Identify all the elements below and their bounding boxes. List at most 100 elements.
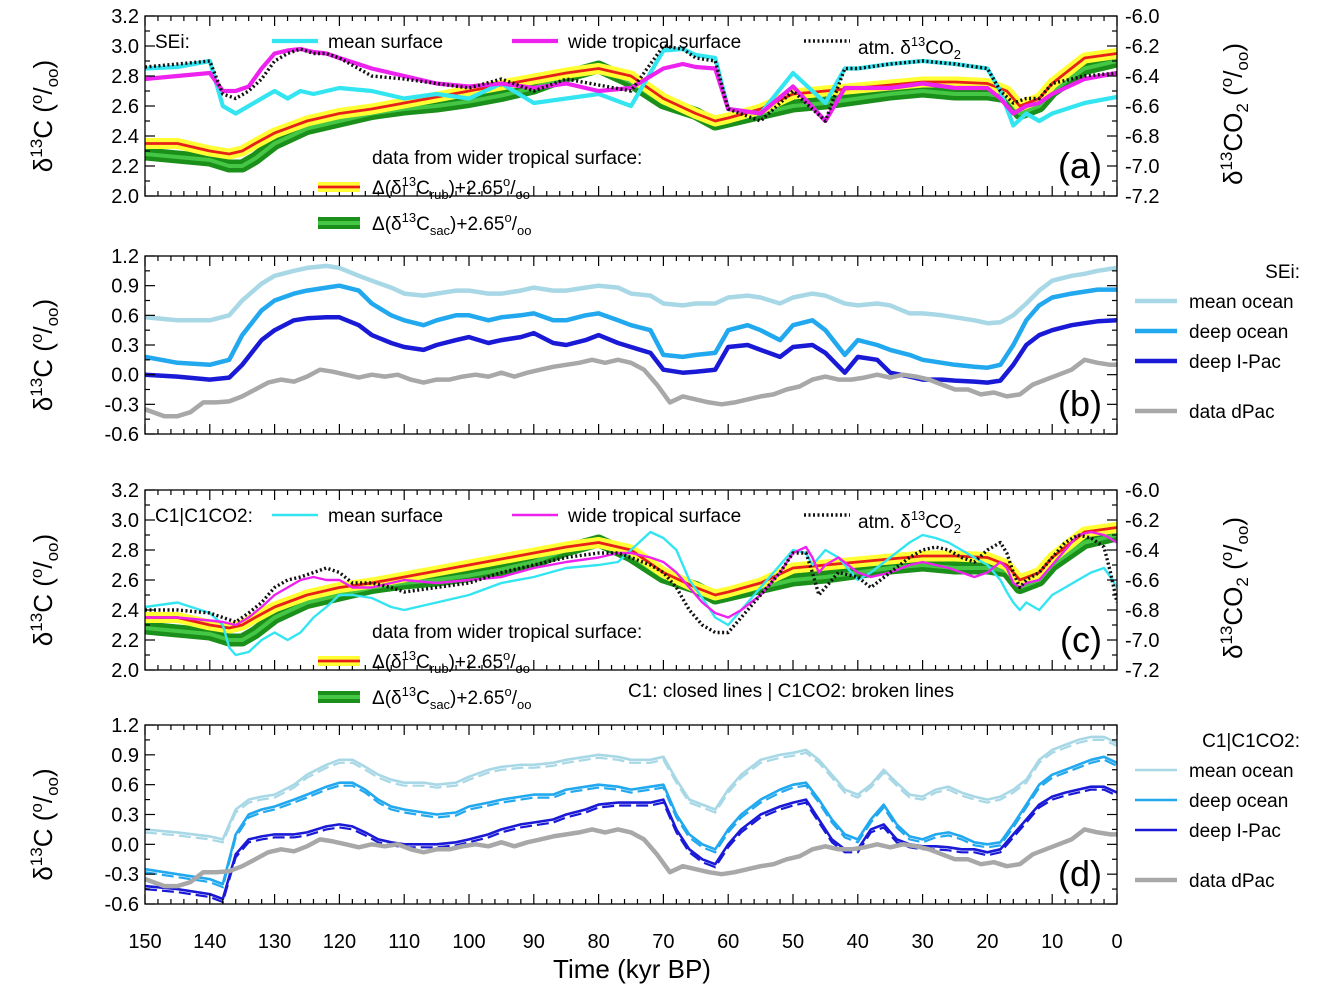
x-tick-label: 10	[1041, 931, 1063, 953]
series-data-dpac	[145, 827, 1117, 889]
x-tick-label: 20	[976, 931, 998, 953]
y2-tick-label: -6.6	[1125, 570, 1159, 592]
y-tick-label: 0.3	[111, 805, 139, 827]
y2-tick-label: -6.6	[1125, 96, 1159, 118]
series-wide-tropical-surface	[145, 530, 1117, 627]
legend-data-header: data from wider tropical surface:	[372, 622, 642, 643]
y-tick-label: -0.3	[105, 864, 139, 886]
y-tick-label: 0.0	[111, 834, 139, 856]
y2-tick-label: -6.4	[1125, 66, 1159, 88]
y2-tick-label: -6.2	[1125, 510, 1159, 532]
series-wide-tropical-surface	[145, 46, 1117, 124]
x-tick-label: 80	[587, 931, 609, 953]
legend-entry: mean ocean	[1189, 761, 1294, 782]
y2-axis-label: δ13CO2 (o/oo)	[1217, 43, 1252, 185]
legend-entry: wide tropical surface	[567, 506, 741, 527]
panel-tag: (a)	[1058, 145, 1102, 186]
legend-entry: deep I-Pac	[1189, 821, 1281, 842]
y2-tick-label: -7.2	[1125, 660, 1159, 682]
y-tick-label: 1.2	[111, 246, 139, 268]
x-tick-label: 70	[652, 931, 674, 953]
legend-group-label: C1|C1CO2:	[1202, 731, 1300, 752]
x-tick-label: 50	[782, 931, 804, 953]
y-axis-label: δ13C (o/oo)	[27, 768, 62, 880]
panel-tag: (b)	[1058, 383, 1102, 424]
legend-entry-atm: atm. δ13CO2	[858, 508, 961, 536]
series-atm-co-	[145, 44, 1117, 123]
y2-tick-label: -6.4	[1125, 540, 1159, 562]
legend-entry-rub: Δ(δ13Crub)+2.65o/oo	[372, 174, 530, 202]
y-tick-label: 2.6	[111, 570, 139, 592]
x-tick-label: 150	[128, 931, 161, 953]
series-data-dpac	[145, 357, 1117, 419]
legend-entry: deep ocean	[1189, 322, 1288, 343]
series-deep-i-pac	[145, 315, 1117, 385]
series-deep-ocean	[145, 755, 1117, 886]
x-axis-label: Time (kyr BP)	[553, 954, 711, 984]
legend-entry: mean ocean	[1189, 292, 1294, 313]
y-tick-label: 2.0	[111, 660, 139, 682]
plot-frame	[144, 724, 1118, 905]
series-atm-co-	[145, 533, 1117, 635]
series-mean-ocean	[145, 735, 1117, 841]
series-rub-line	[145, 526, 1117, 630]
y2-tick-label: -6.2	[1125, 36, 1159, 58]
legend-entry: deep I-Pac	[1189, 352, 1281, 373]
y-tick-label: -0.6	[105, 424, 139, 446]
y-tick-label: 0.9	[111, 276, 139, 298]
series-deep-ocean	[145, 283, 1117, 370]
panel-a: 2.0 2.2 2.4 2.6 2.8 3.0 3.2 -7.2 -7.0 -6.8 -6.6 -6.…	[27, 6, 1252, 238]
y-tick-label: -0.6	[105, 894, 139, 916]
y-tick-label: 2.2	[111, 630, 139, 652]
legend-group-label: C1|C1CO2:	[155, 506, 253, 527]
y-tick-label: 0.9	[111, 745, 139, 767]
y2-tick-label: -6.8	[1125, 600, 1159, 622]
series-broken-deep-ocean	[145, 758, 1117, 889]
y-tick-label: 3.2	[111, 480, 139, 502]
legend-entry: data dPac	[1189, 402, 1275, 423]
y-tick-label: 2.2	[111, 156, 139, 178]
y-tick-label: 2.8	[111, 540, 139, 562]
x-tick-label: 130	[258, 931, 291, 953]
legend-entry: mean surface	[328, 32, 443, 53]
legend-entry: wide tropical surface	[567, 32, 741, 53]
legend-entry-sac: Δ(δ13Csac)+2.65o/oo	[372, 684, 531, 712]
x-tick-label: 120	[323, 931, 356, 953]
x-tick-label: 100	[452, 931, 485, 953]
y2-tick-label: -6.0	[1125, 6, 1159, 28]
y-axis-label: δ13C (o/oo)	[27, 299, 62, 411]
x-axis: 150 140 130 120 110 100 90 80 70 60 50 40 30 20 10 0Tim…	[128, 931, 1122, 984]
x-tick-label: 140	[193, 931, 226, 953]
panel-tag: (c)	[1060, 619, 1102, 660]
series-mean-surface	[145, 530, 1117, 657]
y-axis-label: δ13C (o/oo)	[27, 60, 62, 172]
y-tick-label: 3.0	[111, 510, 139, 532]
series-mean-surface	[145, 46, 1117, 128]
plot-area	[145, 44, 1117, 173]
y-tick-label: 2.8	[111, 66, 139, 88]
series-mean-ocean	[145, 263, 1117, 326]
panels-layer: 2.0 2.2 2.4 2.6 2.8 3.0 3.2 -7.2 -7.0 -6.8 -6.6 -6.…	[27, 6, 1300, 984]
legend-entry-atm: atm. δ13CO2	[858, 34, 961, 62]
y-tick-label: 1.2	[111, 715, 139, 737]
x-tick-label: 60	[717, 931, 739, 953]
series-rub-line	[145, 52, 1117, 156]
legend-entry: data dPac	[1189, 871, 1275, 892]
y2-axis-label: δ13CO2 (o/oo)	[1217, 517, 1252, 659]
y-tick-label: 0.0	[111, 365, 139, 387]
y2-tick-label: -7.0	[1125, 630, 1159, 652]
x-tick-label: 0	[1111, 931, 1122, 953]
legend-entry-sac: Δ(δ13Csac)+2.65o/oo	[372, 210, 531, 238]
line-style-note: C1: closed lines | C1CO2: broken lines	[628, 681, 954, 702]
y-tick-label: -0.3	[105, 394, 139, 416]
series-deep-i-pac	[145, 785, 1117, 901]
y2-tick-label: -6.0	[1125, 480, 1159, 502]
legend-group-label: SEi:	[155, 32, 190, 53]
legend-group-label: SEi:	[1265, 262, 1300, 283]
y-tick-label: 2.0	[111, 186, 139, 208]
y-tick-label: 3.0	[111, 36, 139, 58]
panel-b: -0.6 -0.3 0.0 0.3 0.6 0.9 1.2 δ13C (o/oo) (b) SEi…	[27, 246, 1300, 446]
x-tick-label: 110	[388, 931, 420, 953]
panel-d: -0.6 -0.3 0.0 0.3 0.6 0.9 1.2 δ13C (o/oo) (d) C1|…	[27, 715, 1300, 916]
